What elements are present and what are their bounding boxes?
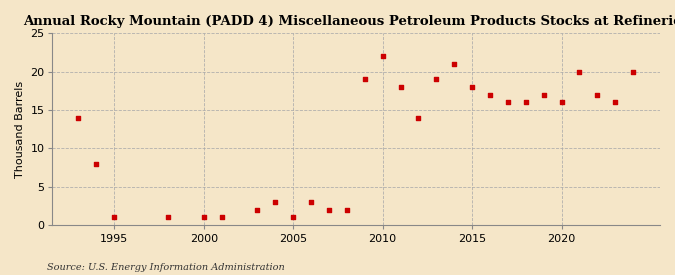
Text: Source: U.S. Energy Information Administration: Source: U.S. Energy Information Administ… bbox=[47, 263, 285, 272]
Point bbox=[413, 116, 424, 120]
Point bbox=[502, 100, 513, 104]
Title: Annual Rocky Mountain (PADD 4) Miscellaneous Petroleum Products Stocks at Refine: Annual Rocky Mountain (PADD 4) Miscellan… bbox=[23, 15, 675, 28]
Point bbox=[520, 100, 531, 104]
Point bbox=[73, 116, 84, 120]
Point bbox=[91, 162, 102, 166]
Point bbox=[538, 92, 549, 97]
Point bbox=[610, 100, 621, 104]
Point bbox=[592, 92, 603, 97]
Point bbox=[288, 215, 298, 220]
Point bbox=[109, 215, 119, 220]
Point bbox=[449, 62, 460, 66]
Point bbox=[395, 85, 406, 89]
Point bbox=[342, 208, 352, 212]
Point bbox=[198, 215, 209, 220]
Point bbox=[431, 77, 441, 82]
Point bbox=[323, 208, 334, 212]
Point bbox=[252, 208, 263, 212]
Point bbox=[163, 215, 173, 220]
Y-axis label: Thousand Barrels: Thousand Barrels bbox=[15, 81, 25, 178]
Point bbox=[377, 54, 388, 59]
Point bbox=[466, 85, 477, 89]
Point bbox=[216, 215, 227, 220]
Point bbox=[628, 70, 639, 74]
Point bbox=[556, 100, 567, 104]
Point bbox=[270, 200, 281, 204]
Point bbox=[306, 200, 317, 204]
Point bbox=[485, 92, 495, 97]
Point bbox=[359, 77, 370, 82]
Point bbox=[574, 70, 585, 74]
